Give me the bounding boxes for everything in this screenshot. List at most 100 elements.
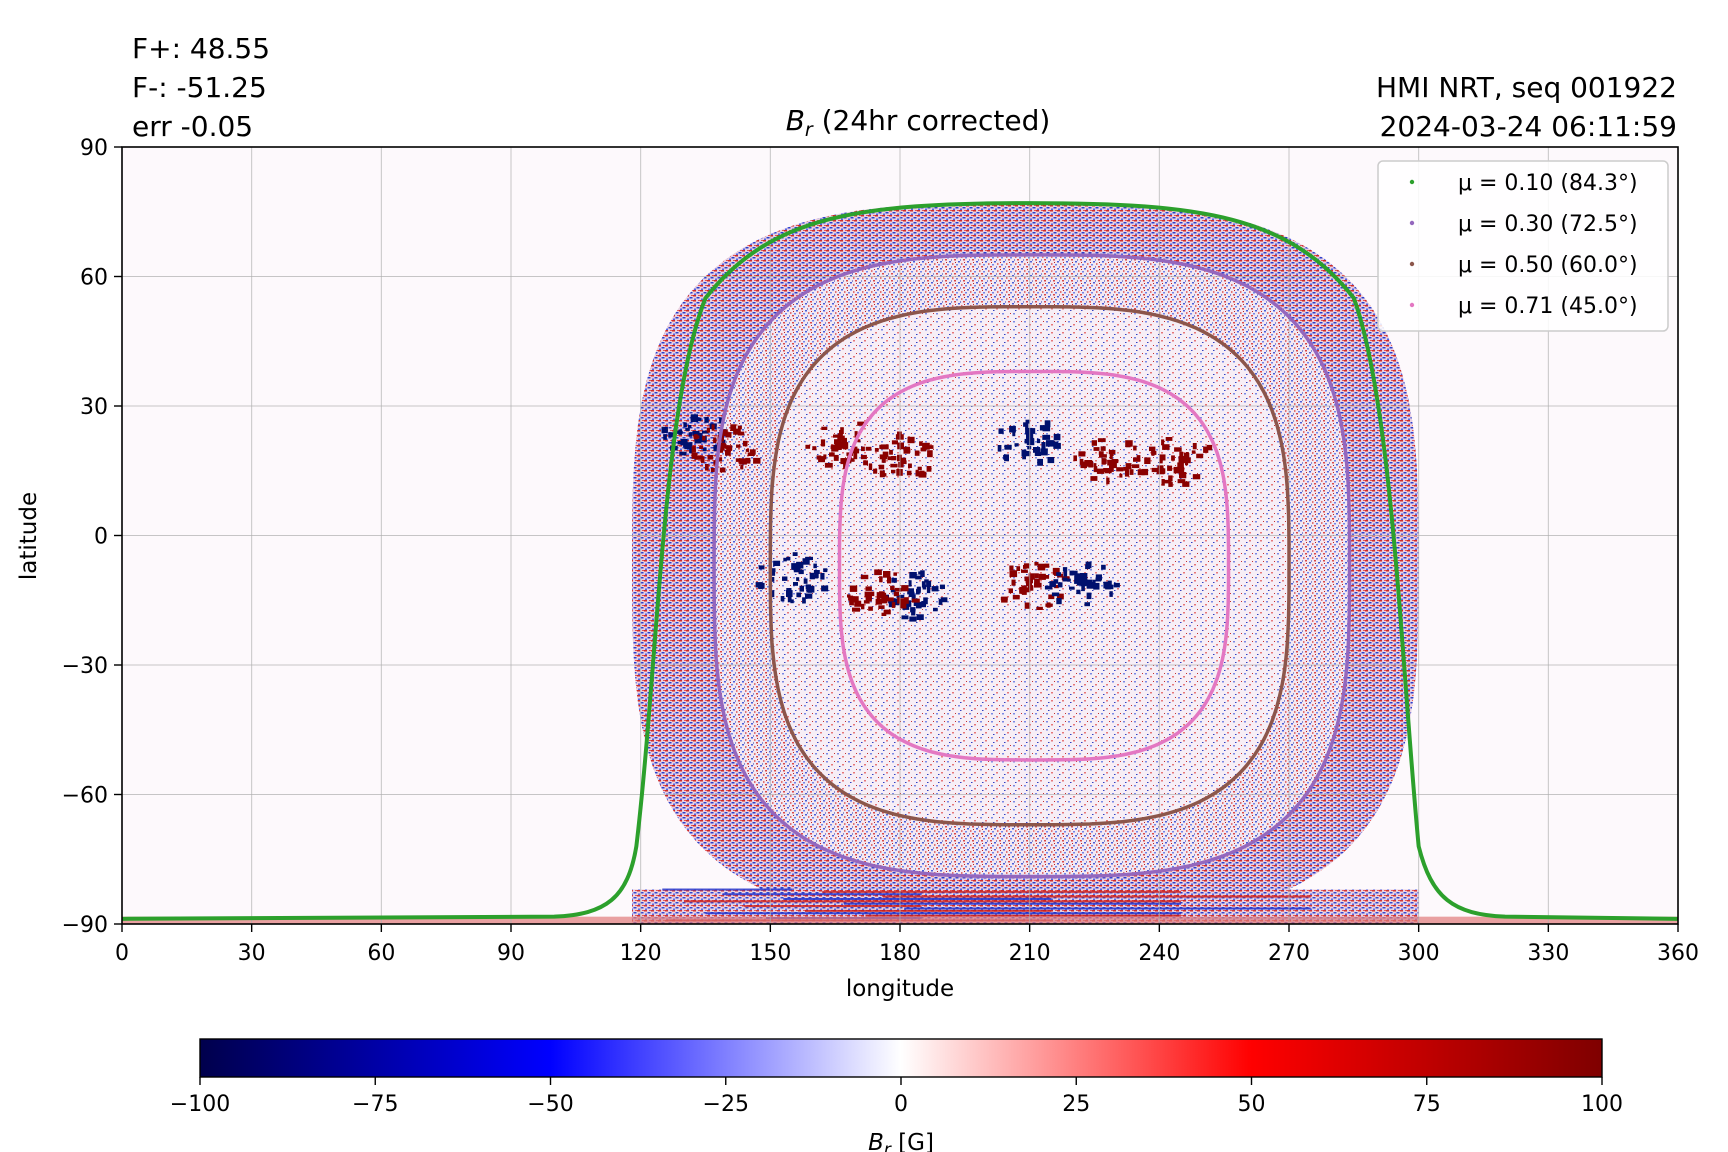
ar-pixel: [809, 572, 815, 580]
ar-pixel: [878, 605, 885, 609]
ar-pixel: [1177, 479, 1186, 484]
ar-pixel: [875, 598, 883, 605]
ar-pixel: [707, 455, 714, 460]
ar-pixel: [679, 451, 687, 456]
ar-pixel: [911, 610, 916, 616]
ar-pixel: [849, 585, 858, 592]
ar-pixel: [876, 592, 882, 599]
ar-pixel: [879, 454, 888, 460]
ar-pixel: [1098, 451, 1104, 455]
ar-pixel: [684, 443, 692, 450]
ar-pixel: [874, 569, 882, 576]
ar-pixel: [737, 431, 745, 436]
y-tick-label: −30: [62, 654, 108, 679]
ar-pixel: [868, 606, 873, 611]
ar-pixel: [840, 458, 846, 465]
ar-pixel: [933, 607, 938, 612]
ar-pixel: [681, 439, 686, 445]
ar-pixel: [1176, 466, 1185, 473]
ar-pixel: [1093, 582, 1100, 590]
ar-pixel: [702, 430, 709, 434]
ar-pixel: [837, 433, 843, 437]
ar-pixel: [683, 422, 687, 428]
ar-pixel: [758, 565, 765, 570]
ar-pixel: [911, 598, 920, 603]
ar-pixel: [753, 457, 761, 464]
ar-pixel: [1144, 457, 1151, 464]
ar-pixel: [1062, 567, 1068, 572]
ar-pixel: [874, 448, 879, 452]
ar-pixel: [908, 591, 915, 597]
ar-pixel: [1106, 477, 1110, 485]
ar-pixel: [1044, 585, 1053, 590]
ar-pixel: [1113, 582, 1120, 588]
ar-pixel: [891, 602, 896, 608]
y-tick-label: 90: [80, 136, 108, 161]
ar-pixel: [889, 449, 893, 455]
ar-pixel: [1021, 569, 1028, 573]
colorbar-tick-label: 0: [894, 1092, 908, 1117]
ar-pixel: [887, 576, 892, 584]
ar-pixel: [841, 437, 847, 445]
ar-pixel: [897, 454, 902, 462]
ar-pixel: [1042, 434, 1051, 440]
active-region-negative: [755, 552, 829, 604]
ar-pixel: [1054, 584, 1059, 589]
ar-pixel: [891, 469, 896, 474]
ar-pixel: [814, 571, 819, 579]
contour-mu-0-1: [122, 201, 1678, 921]
timestamp-label: 2024-03-24 06:11:59: [1380, 110, 1677, 143]
ar-pixel: [694, 438, 702, 444]
ar-pixel: [899, 602, 907, 609]
ar-pixel: [736, 444, 741, 448]
ar-pixel: [1056, 572, 1062, 577]
ar-pixel: [786, 556, 791, 561]
ar-pixel: [1182, 481, 1190, 487]
contour-mu-0-3: [712, 253, 1352, 879]
colorbar-tick-label: 75: [1413, 1092, 1441, 1117]
legend-box: [1377, 160, 1669, 332]
ar-pixel: [773, 560, 781, 566]
ar-pixel: [1085, 561, 1092, 569]
ar-pixel: [1063, 570, 1068, 577]
ar-pixel: [865, 446, 872, 451]
ar-pixel: [704, 416, 709, 423]
ar-pixel: [901, 585, 909, 592]
ar-pixel: [1141, 468, 1149, 476]
ar-pixel: [1192, 474, 1201, 480]
x-axis: 0 30 60 90 120 150 180 210 240 270 300 330 360: [115, 924, 1699, 966]
ar-pixel: [1100, 446, 1106, 451]
ar-pixel: [861, 446, 865, 452]
ar-pixel: [1156, 469, 1165, 475]
y-tick-label: −60: [62, 784, 108, 809]
ar-pixel: [1029, 428, 1036, 434]
ar-pixel: [893, 591, 899, 597]
ar-pixel: [927, 450, 933, 458]
ar-pixel: [823, 454, 827, 460]
ar-pixel: [1037, 458, 1043, 466]
ar-pixel: [740, 464, 744, 470]
ar-pixel: [1034, 561, 1039, 566]
chart-title-sub: r: [805, 119, 814, 141]
ar-pixel: [823, 568, 828, 573]
ar-pixel: [1178, 456, 1185, 463]
ar-pixel: [749, 449, 756, 455]
ar-pixel: [903, 597, 909, 604]
ar-pixel: [916, 586, 921, 594]
chart-title: Br (24hr corrected): [786, 104, 1051, 141]
ar-pixel: [1191, 450, 1196, 454]
active-regions: [661, 414, 1213, 622]
ar-pixel: [702, 448, 707, 452]
colorbar-label-rest: [G]: [891, 1130, 934, 1152]
flux-negative-label: F-: -51.25: [132, 71, 267, 104]
x-tick-label: 270: [1268, 941, 1310, 966]
ar-pixel: [1086, 582, 1094, 589]
active-region-negative: [1044, 561, 1120, 607]
ar-pixel: [849, 599, 854, 606]
ar-pixel: [873, 468, 878, 474]
ar-pixel: [916, 614, 924, 620]
ar-pixel: [1104, 469, 1112, 474]
ar-pixel: [857, 439, 861, 443]
ar-pixel: [685, 427, 690, 431]
ar-pixel: [1084, 602, 1090, 607]
